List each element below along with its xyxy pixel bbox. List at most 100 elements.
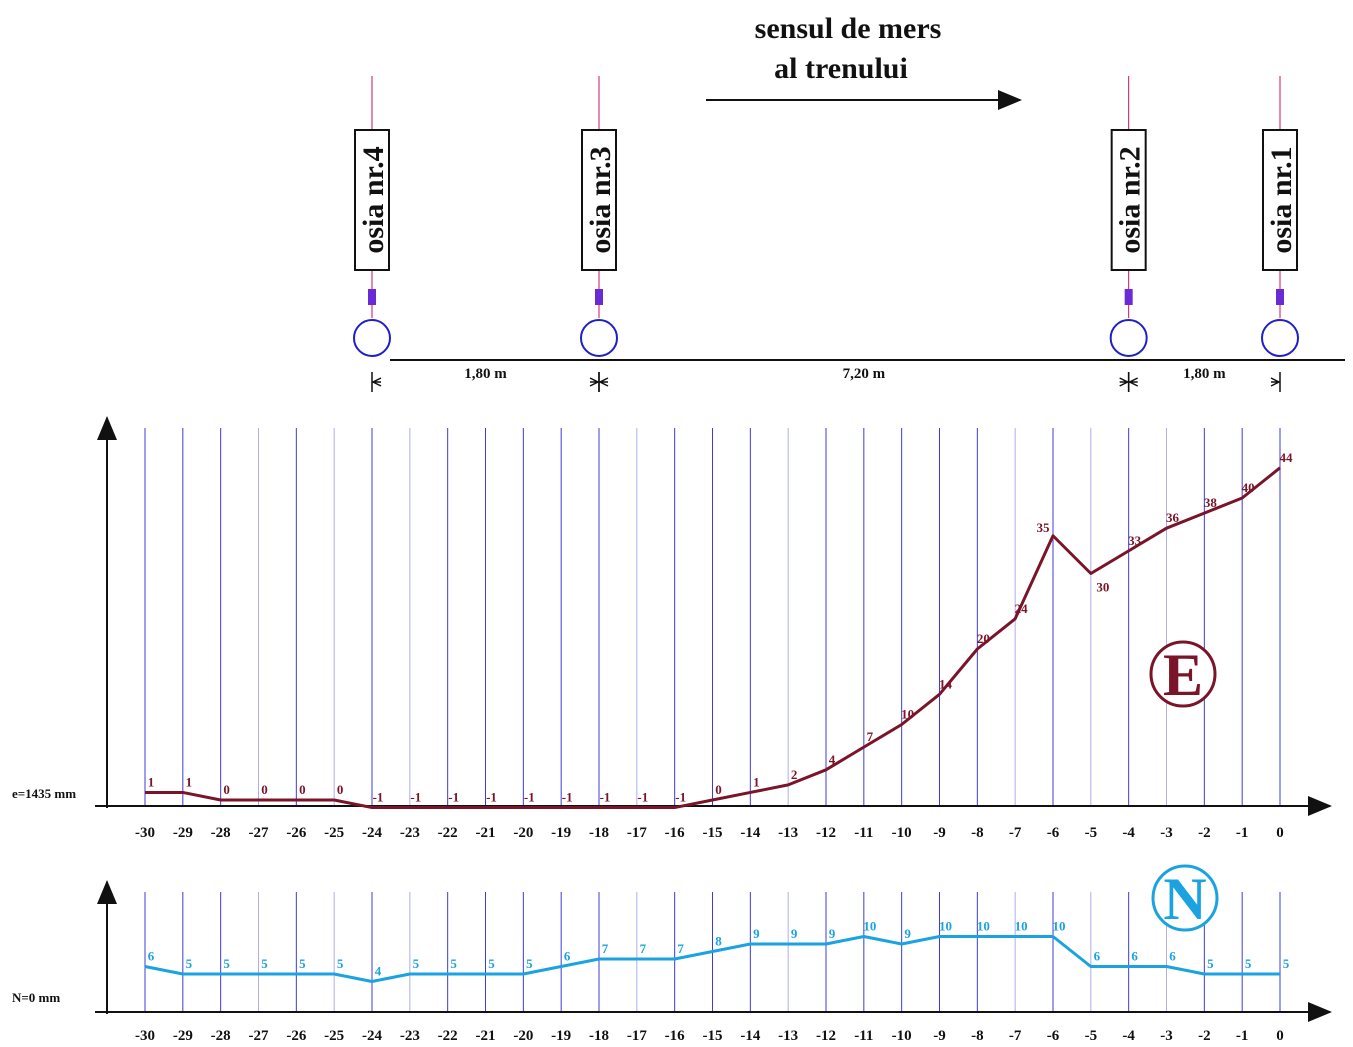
data-label: 4 — [375, 964, 382, 979]
distance-label: 1,80 m — [464, 366, 507, 382]
x-tick-label: -29 — [173, 825, 193, 841]
x-tick-label: -27 — [249, 825, 269, 841]
dimension-arrow — [1127, 377, 1139, 387]
x-tick-label: -9 — [933, 1028, 946, 1044]
data-label: 0 — [337, 782, 344, 797]
x-tick-label: -4 — [1122, 825, 1135, 841]
data-label: 2 — [791, 767, 798, 782]
data-label: 33 — [1128, 533, 1142, 548]
x-tick-label: -15 — [703, 825, 723, 841]
x-tick-label: -13 — [778, 825, 798, 841]
x-tick-label: -20 — [513, 1028, 533, 1044]
x-tick-label: -2 — [1198, 825, 1211, 841]
data-label: 6 — [148, 949, 155, 964]
dimension-arrow — [371, 377, 382, 387]
x-tick-label: -18 — [589, 825, 609, 841]
x-tick-label: -2 — [1198, 1028, 1211, 1044]
baseline-label: N=0 mm — [12, 990, 60, 1005]
x-tick-label: -24 — [362, 825, 382, 841]
data-label: 10 — [863, 919, 876, 934]
data-label: 0 — [261, 782, 268, 797]
data-label: 40 — [1242, 480, 1255, 495]
data-label: 9 — [904, 926, 911, 941]
axle-hub-marker — [595, 289, 603, 305]
series-line — [144, 935, 1280, 983]
data-label: 35 — [1037, 520, 1051, 535]
x-tick-label: -18 — [589, 1028, 609, 1044]
axles-layer: osia nr.4 osia nr.3 osia nr.2 osia nr.1 — [353, 76, 1299, 357]
x-tick-label: -17 — [627, 825, 647, 841]
data-label: 6 — [1131, 949, 1138, 964]
x-tick-label: -9 — [933, 825, 946, 841]
x-tick-label: -12 — [816, 1028, 836, 1044]
x-tick-label: -19 — [551, 1028, 571, 1044]
axle-hub-marker — [1276, 289, 1284, 305]
data-label: 5 — [1207, 956, 1214, 971]
data-label: 5 — [261, 956, 268, 971]
emblem-letter: E — [1163, 642, 1203, 708]
emblem-circle — [1149, 640, 1217, 708]
data-label: 5 — [186, 956, 193, 971]
wheel — [1261, 319, 1299, 357]
x-tick-label: -27 — [249, 1028, 269, 1044]
x-tick-label: -8 — [971, 1028, 984, 1044]
emblem-circle — [1151, 864, 1219, 932]
x-tick-label: -1 — [1236, 1028, 1249, 1044]
axle-label-box — [354, 129, 390, 271]
x-tick-label: -7 — [1009, 1028, 1022, 1044]
x-tick-label: -11 — [854, 1028, 873, 1044]
x-tick-label: -30 — [135, 1028, 155, 1044]
data-label: 1 — [186, 774, 193, 789]
data-label: 6 — [1094, 949, 1101, 964]
x-tick-label: -10 — [892, 1028, 912, 1044]
direction-title-line2: al trenului — [774, 52, 908, 85]
x-tick-label: -28 — [211, 825, 231, 841]
data-label: -1 — [600, 790, 611, 805]
data-label: 10 — [1053, 919, 1066, 934]
distance-label: 7,20 m — [843, 366, 886, 382]
data-label: 1 — [148, 774, 155, 789]
data-label: 6 — [564, 949, 571, 964]
data-label: 0 — [715, 782, 722, 797]
data-label: -1 — [637, 790, 648, 805]
data-label: 5 — [337, 956, 344, 971]
data-label: 5 — [488, 956, 495, 971]
x-tick-label: -25 — [324, 1028, 344, 1044]
x-tick-label: -29 — [173, 1028, 193, 1044]
data-label: -1 — [373, 790, 384, 805]
axle-label-box — [581, 129, 617, 271]
data-label: 5 — [223, 956, 230, 971]
x-tick-label: -14 — [740, 1028, 760, 1044]
data-label: 7 — [867, 729, 874, 744]
wheel — [353, 319, 391, 357]
x-tick-label: -21 — [476, 825, 496, 841]
emblem-letter: N — [1163, 866, 1206, 932]
x-tick-label: -6 — [1047, 825, 1060, 841]
axle-label: osia nr.3 — [584, 146, 617, 253]
x-tick-label: -5 — [1085, 1028, 1098, 1044]
x-tick-label: -16 — [665, 825, 685, 841]
x-tick-label: -11 — [854, 825, 873, 841]
data-label: 5 — [526, 956, 533, 971]
x-tick-label: -3 — [1160, 825, 1173, 841]
x-tick-label: -20 — [513, 825, 533, 841]
data-label: 0 — [223, 782, 230, 797]
distance-label: 1,80 m — [1183, 366, 1226, 382]
data-label: 30 — [1096, 580, 1109, 595]
x-tick-label: -6 — [1047, 1028, 1060, 1044]
data-label: -1 — [410, 790, 421, 805]
data-label: 10 — [977, 919, 990, 934]
wheel — [580, 319, 618, 357]
direction-title-line1: sensul de mers — [755, 12, 942, 45]
data-label: 1 — [753, 774, 760, 789]
data-label: 9 — [753, 926, 760, 941]
data-label: -1 — [524, 790, 535, 805]
x-tick-label: -22 — [438, 825, 458, 841]
x-tick-label: -8 — [971, 825, 984, 841]
data-label: 9 — [829, 926, 836, 941]
data-label: 7 — [677, 941, 684, 956]
data-label: 20 — [977, 631, 990, 646]
x-tick-label: -14 — [740, 825, 760, 841]
series-line — [145, 466, 1281, 810]
